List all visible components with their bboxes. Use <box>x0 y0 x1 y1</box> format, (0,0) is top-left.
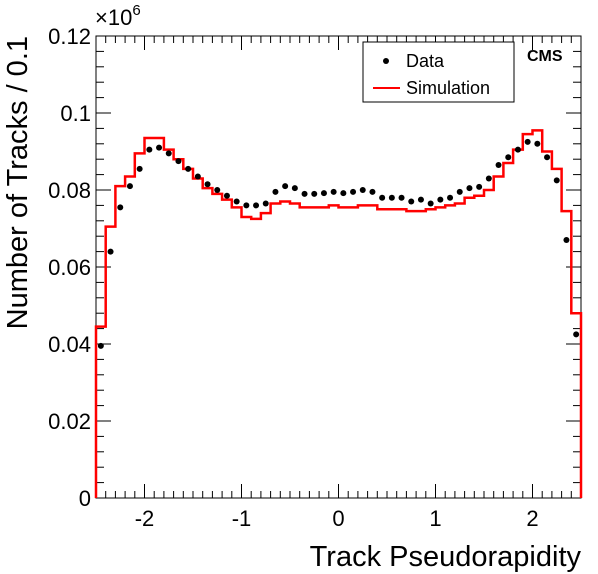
data-point <box>505 154 512 161</box>
data-point <box>243 202 250 209</box>
data-point <box>514 146 521 153</box>
data-point <box>456 188 463 195</box>
data-point <box>544 154 551 161</box>
x-tick-label: -1 <box>232 506 252 531</box>
simulation-histogram <box>94 129 583 498</box>
data-point <box>272 188 279 195</box>
data-point <box>534 140 541 147</box>
data-point <box>379 194 386 201</box>
data-point <box>262 200 269 207</box>
data-point <box>165 150 172 157</box>
data-point <box>466 185 473 192</box>
data-point <box>253 202 260 209</box>
data-point <box>204 181 211 188</box>
data-point <box>156 144 163 151</box>
data-point <box>117 204 124 211</box>
data-point <box>398 194 405 201</box>
data-point <box>447 194 454 201</box>
data-point <box>573 331 580 338</box>
data-point <box>126 183 133 190</box>
y-tick-label: 0.06 <box>48 255 91 280</box>
data-point <box>485 175 492 182</box>
plot-frame <box>95 35 582 499</box>
y-tick-label: 0 <box>79 486 91 511</box>
data-point <box>107 248 114 255</box>
data-point <box>408 198 415 205</box>
y-tick-label: 0.04 <box>48 332 91 357</box>
data-point <box>136 165 143 172</box>
legend-simulation-label: Simulation <box>406 78 490 98</box>
data-point <box>369 188 376 195</box>
y-tick-label: 0.02 <box>48 409 91 434</box>
data-point <box>320 190 327 197</box>
y-tick-label: 0.12 <box>48 24 91 49</box>
data-point <box>476 183 483 190</box>
y-tick-label: 0.1 <box>60 101 91 126</box>
legend-data-label: Data <box>406 51 445 71</box>
y-multiplier-label: ×106 <box>95 2 141 30</box>
data-point <box>437 196 444 203</box>
data-point <box>301 190 308 197</box>
data-point <box>175 158 182 165</box>
data-point <box>311 190 318 197</box>
legend-data-marker <box>383 58 389 64</box>
x-tick-label: -2 <box>135 506 155 531</box>
data-point <box>563 237 570 244</box>
x-tick-label: 1 <box>429 506 441 531</box>
data-point <box>340 190 347 197</box>
y-tick-label: 0.08 <box>48 178 91 203</box>
data-point <box>233 198 240 205</box>
data-point <box>350 188 357 195</box>
legend: Data Simulation <box>362 41 515 103</box>
x-tick-label: 0 <box>332 506 344 531</box>
data-point <box>185 165 192 172</box>
data-point <box>282 183 289 190</box>
data-point <box>417 196 424 203</box>
data-point <box>194 173 201 180</box>
data-point <box>214 187 221 193</box>
legend-box <box>362 41 515 103</box>
data-point <box>427 200 434 207</box>
data-point <box>388 194 395 201</box>
data-point <box>146 146 153 153</box>
data-point <box>495 161 502 168</box>
data-point <box>97 342 104 349</box>
x-axis-title: Track Pseudorapidity <box>310 541 582 573</box>
data-point <box>291 185 298 192</box>
cms-label: CMS <box>527 48 563 65</box>
data-point <box>223 192 230 199</box>
data-point <box>524 138 531 145</box>
y-axis-title: Number of Tracks / 0.1 <box>2 36 34 329</box>
x-tick-label: 2 <box>526 506 538 531</box>
data-point <box>330 188 337 195</box>
data-point <box>359 187 366 193</box>
data-point <box>553 177 560 184</box>
